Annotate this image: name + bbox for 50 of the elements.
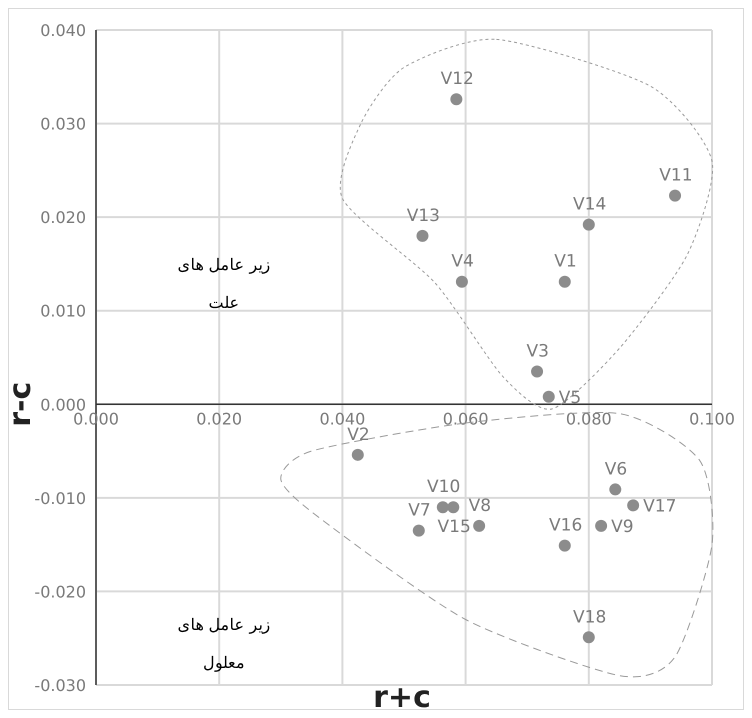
- point: [473, 520, 486, 532]
- point: [627, 499, 640, 512]
- point: [582, 631, 595, 644]
- point: [450, 93, 462, 106]
- y-tick-label: -0.030: [34, 676, 86, 695]
- annotation: V4: [451, 252, 474, 272]
- x-tick-label: 0.100: [689, 409, 735, 428]
- annotation: V3: [526, 342, 550, 362]
- annotation: V11: [659, 166, 693, 186]
- annotation: V10: [427, 477, 460, 498]
- annotation: V5: [558, 388, 582, 408]
- y-tick-label: 0.030: [40, 114, 86, 134]
- annotation: V15: [438, 517, 471, 538]
- x-tick-label: 0.080: [566, 409, 612, 428]
- annotation: V6: [604, 459, 628, 480]
- point: [609, 483, 622, 496]
- annotation: V13: [406, 206, 440, 226]
- point: [412, 524, 425, 537]
- point: [352, 448, 364, 461]
- point: [436, 501, 449, 514]
- annotation: V7: [408, 500, 431, 521]
- y-tick-label: 0.010: [40, 302, 86, 321]
- y-tick-label: 0.040: [40, 21, 86, 40]
- x-tick-label: 0.060: [442, 409, 489, 428]
- point: [542, 390, 555, 403]
- y-tick-label: 0.020: [40, 208, 86, 228]
- point: [558, 276, 571, 288]
- point: [582, 218, 595, 231]
- annotation: V18: [573, 607, 606, 628]
- annotation: V8: [468, 496, 492, 516]
- annotation: V14: [573, 194, 606, 215]
- annotation: زیر عامل های علت: [177, 255, 271, 312]
- annotation: زیر عامل های معلول: [177, 615, 271, 672]
- point: [456, 276, 468, 288]
- annotation: V16: [549, 516, 582, 536]
- x-axis-title: r+c: [373, 680, 431, 715]
- point: [531, 366, 544, 378]
- point: [447, 501, 460, 514]
- annotation: V1: [554, 252, 577, 272]
- x-tick-label: 0.020: [196, 409, 242, 428]
- y-tick-label: -0.020: [34, 582, 86, 602]
- point: [558, 540, 571, 552]
- point: [669, 190, 682, 202]
- y-tick-label: -0.010: [34, 488, 86, 508]
- annotation: V17: [643, 496, 676, 516]
- y-axis-title: r-c: [3, 382, 38, 427]
- annotation: V9: [611, 516, 634, 537]
- annotation: V12: [440, 69, 474, 90]
- point: [595, 520, 608, 532]
- point: [416, 230, 428, 242]
